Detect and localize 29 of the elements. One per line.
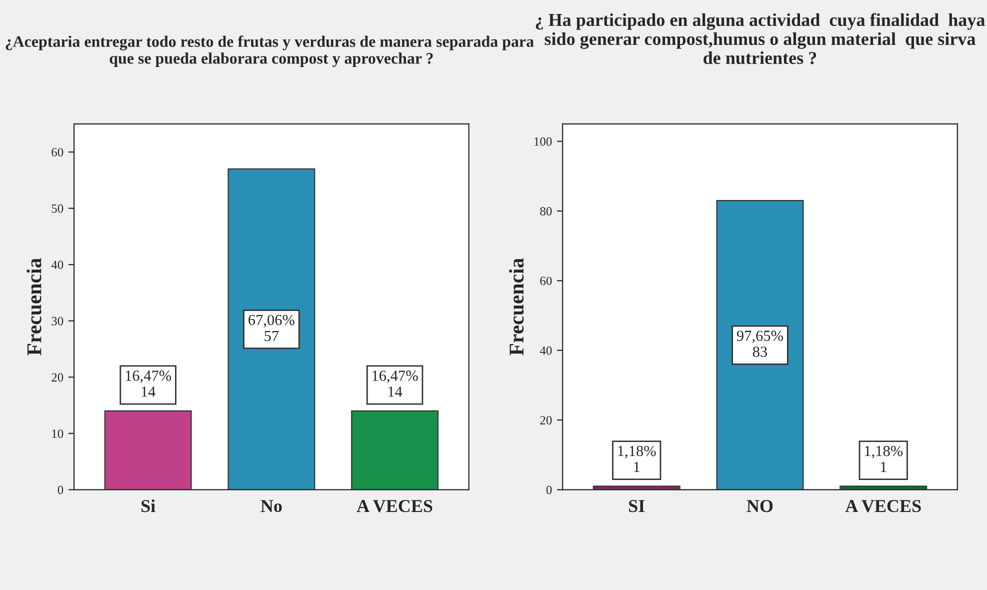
x-tick-label: A VECES	[356, 500, 432, 512]
y-axis-title: Frecuencia	[508, 258, 524, 356]
y-tick-label: 100	[534, 137, 552, 146]
y-tick-label: 30	[52, 316, 64, 326]
data-label: 16,47% 14	[126, 370, 172, 397]
y-tick-label: 0	[546, 486, 552, 494]
data-label: 1,18% 1	[618, 446, 656, 472]
y-tick-label: 20	[52, 373, 64, 382]
x-tick-label: SI	[629, 500, 645, 512]
chart-title: ¿ Ha participado en alguna actividad cuya finalidad haya sido generar compost,humus o algun material que sirva de nutrientes ?	[536, 13, 985, 64]
y-tick-label: 40	[51, 260, 64, 270]
y-tick-label: 60	[540, 276, 552, 286]
data-label: 16,47% 14	[372, 370, 418, 397]
chart-title: ¿Aceptaria entregar todo resto de frutas y verduras de manera separada para que se pueda elaborara compost y aprovechar ?	[6, 36, 534, 68]
y-tick-label: 80	[540, 207, 552, 216]
y-tick-label: 10	[52, 429, 64, 438]
y-tick-label: 0	[58, 486, 64, 494]
data-label: 67,06% 57	[248, 314, 294, 342]
x-tick-label: A VECES	[845, 500, 921, 512]
data-label: 97,65% 83	[736, 330, 784, 357]
x-tick-label: No	[260, 500, 282, 512]
y-tick-label: 50	[52, 204, 64, 213]
y-tick-label: 20	[540, 416, 552, 424]
y-tick-label: 60	[52, 148, 64, 156]
x-tick-label: Si	[141, 499, 156, 512]
y-axis-title: Frecuencia	[26, 258, 42, 356]
x-tick-label: NO	[746, 500, 773, 512]
data-label: 1,18% 1	[864, 446, 903, 472]
y-tick-label: 40	[540, 346, 552, 355]
